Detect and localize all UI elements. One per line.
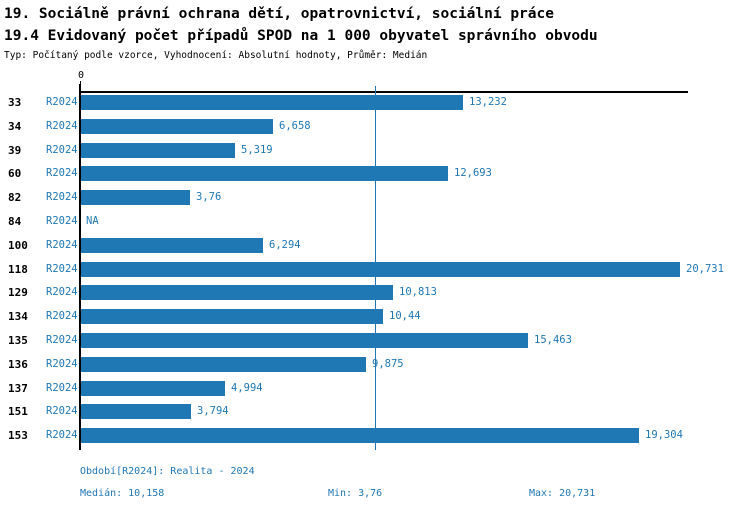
- chart-row: 136 R2024 9,875: [0, 357, 750, 372]
- bar-value-label: 9,875: [372, 358, 404, 370]
- bar-value-label: 10,44: [389, 310, 421, 322]
- bar: [81, 428, 639, 443]
- row-series-label: R2024: [46, 334, 78, 346]
- chart-row: 153 R2024 19,304: [0, 428, 750, 443]
- bar-value-label: 10,813: [399, 286, 437, 298]
- row-category-label: 135: [8, 334, 28, 347]
- report-title: 19. Sociálně právní ochrana dětí, opatro…: [4, 6, 554, 22]
- chart-row: 134 R2024 10,44: [0, 309, 750, 324]
- bar-value-label: 6,294: [269, 239, 301, 251]
- bar-value-label: 6,658: [279, 120, 311, 132]
- row-series-label: R2024: [46, 167, 78, 179]
- report-subtitle: 19.4 Evidovaný počet případů SPOD na 1 0…: [4, 28, 598, 44]
- row-series-label: R2024: [46, 120, 78, 132]
- chart-row: 39 R2024 5,319: [0, 143, 750, 158]
- row-series-label: R2024: [46, 239, 78, 251]
- bar: [81, 381, 225, 396]
- row-series-label: R2024: [46, 144, 78, 156]
- chart-row: 151 R2024 3,794: [0, 404, 750, 419]
- bar: [81, 190, 190, 205]
- row-category-label: 34: [8, 120, 22, 133]
- median-stat-label: Medián: 10,158: [80, 488, 165, 499]
- bar-value-label: 5,319: [241, 144, 273, 156]
- bar: [81, 119, 273, 134]
- bar-value-label: 19,304: [645, 429, 683, 441]
- row-series-label: R2024: [46, 263, 78, 275]
- bar-value-label: 13,232: [469, 96, 507, 108]
- report-meta-line: Typ: Počítaný podle vzorce, Vyhodnocení:…: [4, 50, 428, 61]
- bar-value-label: 20,731: [686, 263, 724, 275]
- bar: [81, 285, 393, 300]
- bar-na-label: NA: [86, 215, 99, 227]
- y-axis-line: [79, 84, 81, 450]
- row-category-label: 82: [8, 191, 22, 204]
- row-series-label: R2024: [46, 191, 78, 203]
- row-series-label: R2024: [46, 310, 78, 322]
- row-series-label: R2024: [46, 215, 78, 227]
- row-category-label: 84: [8, 215, 22, 228]
- chart-row: 34 R2024 6,658: [0, 119, 750, 134]
- chart-row: 118 R2024 20,731: [0, 262, 750, 277]
- row-category-label: 137: [8, 382, 28, 395]
- bar-value-label: 4,994: [231, 382, 263, 394]
- row-category-label: 118: [8, 263, 28, 276]
- row-series-label: R2024: [46, 96, 78, 108]
- row-series-label: R2024: [46, 429, 78, 441]
- x-axis-line: [79, 91, 688, 93]
- row-category-label: 153: [8, 429, 28, 442]
- row-series-label: R2024: [46, 405, 78, 417]
- row-series-label: R2024: [46, 382, 78, 394]
- row-category-label: 136: [8, 358, 28, 371]
- row-series-label: R2024: [46, 286, 78, 298]
- row-category-label: 39: [8, 144, 22, 157]
- row-series-label: R2024: [46, 358, 78, 370]
- bar-value-label: 12,693: [454, 167, 492, 179]
- chart-row: 84 R2024 NA: [0, 214, 750, 229]
- min-stat-label: Min: 3,76: [328, 488, 383, 499]
- bar-value-label: 3,794: [197, 405, 229, 417]
- bar-value-label: 3,76: [196, 191, 222, 203]
- row-category-label: 129: [8, 286, 28, 299]
- bar-value-label: 15,463: [534, 334, 572, 346]
- chart-row: 129 R2024 10,813: [0, 285, 750, 300]
- chart-row: 100 R2024 6,294: [0, 238, 750, 253]
- row-category-label: 151: [8, 405, 28, 418]
- bar: [81, 238, 263, 253]
- x-axis-zero-tick-label: 0: [77, 70, 85, 81]
- chart-row: 135 R2024 15,463: [0, 333, 750, 348]
- bar: [81, 309, 383, 324]
- max-stat-label: Max: 20,731: [529, 488, 596, 499]
- bar: [81, 95, 463, 110]
- period-legend-label: Období[R2024]: Realita - 2024: [80, 466, 255, 477]
- bar: [81, 333, 528, 348]
- bar: [81, 166, 448, 181]
- chart-row: 60 R2024 12,693: [0, 166, 750, 181]
- row-category-label: 60: [8, 167, 22, 180]
- chart-row: 82 R2024 3,76: [0, 190, 750, 205]
- chart-row: 137 R2024 4,994: [0, 381, 750, 396]
- bar: [81, 357, 366, 372]
- chart-row: 33 R2024 13,232: [0, 95, 750, 110]
- row-category-label: 134: [8, 310, 28, 323]
- bar: [81, 404, 191, 419]
- bar: [81, 143, 235, 158]
- row-category-label: 33: [8, 96, 22, 109]
- bar: [81, 262, 680, 277]
- row-category-label: 100: [8, 239, 28, 252]
